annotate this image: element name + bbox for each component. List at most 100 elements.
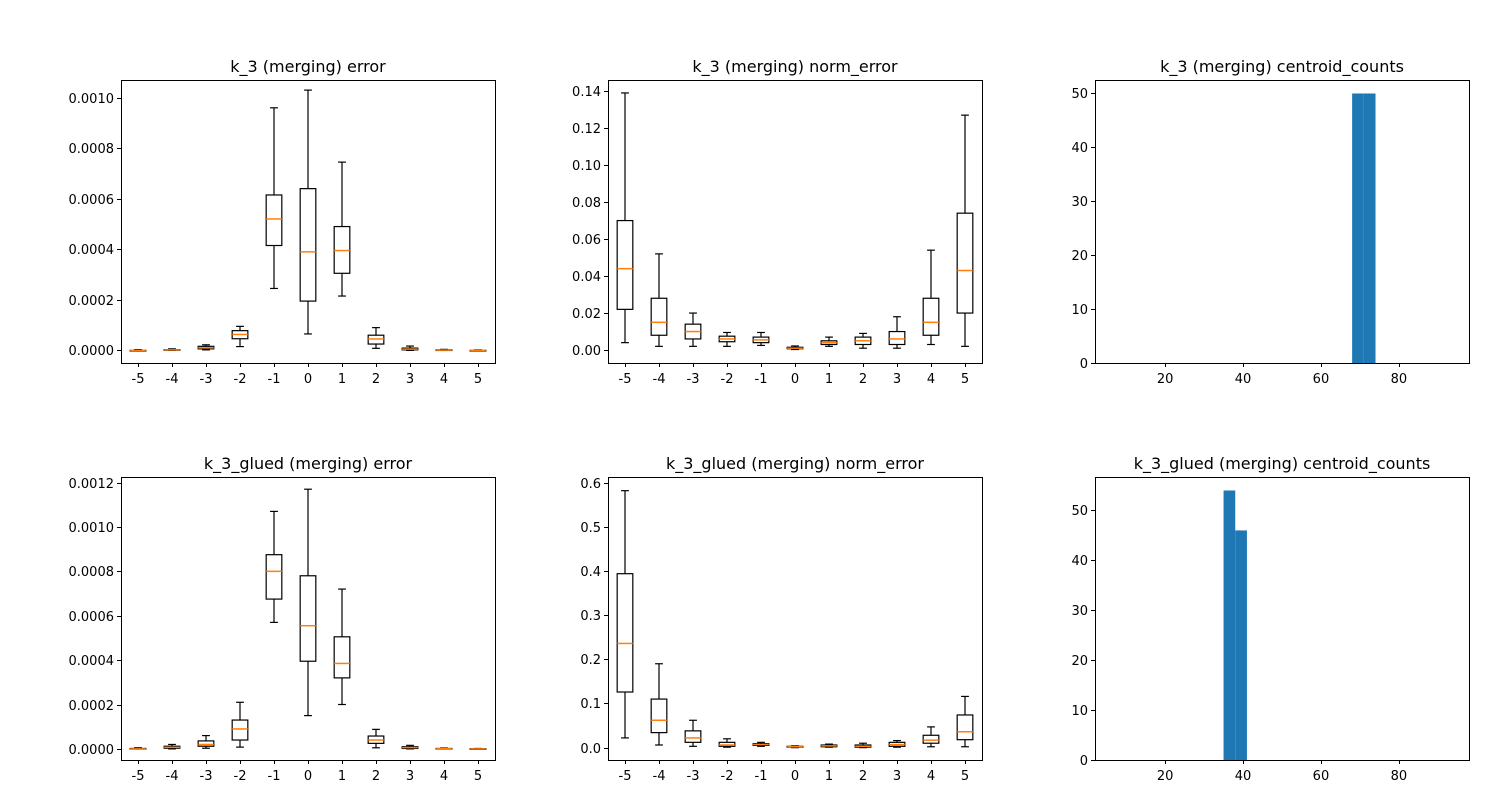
iqr-box bbox=[922, 734, 940, 744]
y-tick-label: 0.0000 bbox=[69, 743, 115, 758]
x-tick-label: 1 bbox=[825, 769, 833, 784]
y-tick-label: 0.04 bbox=[572, 270, 601, 285]
x-tick-label: -2 bbox=[721, 372, 734, 387]
box-plot--1 bbox=[752, 741, 770, 747]
x-tick-label: 20 bbox=[1157, 372, 1174, 387]
histogram-bar bbox=[1363, 93, 1376, 363]
x-tick-label: -5 bbox=[619, 372, 632, 387]
y-tick-label: 0.06 bbox=[572, 233, 601, 248]
x-tick-label: -4 bbox=[166, 372, 179, 387]
y-tick-label: 0.00 bbox=[572, 344, 601, 359]
subplot-k3glued-norm-error: k_3_glued (merging) norm_error 0.0 0.1 0.2 0… bbox=[580, 454, 983, 784]
histogram-bar bbox=[1235, 530, 1247, 760]
box-plot-1 bbox=[333, 588, 351, 706]
x-tick-label: 3 bbox=[406, 769, 414, 784]
box-plot--4 bbox=[163, 743, 181, 750]
axes-frame bbox=[608, 477, 983, 761]
box-plot-1 bbox=[333, 161, 351, 297]
y-tick-label: 0.0004 bbox=[69, 243, 115, 258]
iqr-box bbox=[956, 714, 974, 741]
y-tick-label: 0.0012 bbox=[69, 477, 115, 492]
x-tick-label: 2 bbox=[372, 769, 380, 784]
x-tick-label: -2 bbox=[721, 769, 734, 784]
y-tick-label: 0.0010 bbox=[69, 521, 115, 536]
x-tick-label: -4 bbox=[653, 769, 666, 784]
box-plot--3 bbox=[197, 734, 215, 749]
subplot-k3glued-error: k_3_glued (merging) error 0.0000 0.0002 0.0… bbox=[69, 454, 496, 784]
box-plot-2 bbox=[854, 742, 872, 749]
box-plot--4 bbox=[650, 253, 668, 347]
x-tick-label: -4 bbox=[653, 372, 666, 387]
box-plot-0 bbox=[786, 745, 804, 749]
x-tick-label: 2 bbox=[859, 769, 867, 784]
box-plot-4 bbox=[435, 348, 453, 352]
axes-frame bbox=[1095, 80, 1470, 364]
y-tick-label: 0.0004 bbox=[69, 654, 115, 669]
x-tick-label: -5 bbox=[132, 769, 145, 784]
x-tick-label: 40 bbox=[1235, 372, 1252, 387]
box-plot-4 bbox=[922, 249, 940, 346]
x-tick-label: 80 bbox=[1391, 769, 1408, 784]
iqr-box bbox=[299, 188, 317, 302]
x-tick-label: -1 bbox=[755, 769, 768, 784]
y-tick-label: 20 bbox=[1071, 249, 1088, 264]
iqr-box bbox=[922, 297, 940, 336]
iqr-box bbox=[616, 219, 634, 310]
x-tick-label: -5 bbox=[619, 769, 632, 784]
box-plot--5 bbox=[616, 92, 634, 344]
y-tick-label: 0.0002 bbox=[69, 699, 115, 714]
x-tick-label: 60 bbox=[1313, 372, 1330, 387]
chart-title: k_3 (merging) error bbox=[230, 57, 386, 77]
iqr-box bbox=[956, 212, 974, 314]
y-tick-label: 0.4 bbox=[580, 565, 601, 580]
box-plot-5 bbox=[956, 695, 974, 748]
y-tick-label: 0 bbox=[1080, 754, 1088, 769]
x-tick-label: -1 bbox=[268, 769, 281, 784]
box-plot-3 bbox=[888, 739, 906, 748]
box-plot-0 bbox=[299, 89, 317, 335]
y-tick-label: 0.1 bbox=[580, 697, 601, 712]
x-tick-label: 5 bbox=[474, 372, 482, 387]
y-tick-label: 0.10 bbox=[572, 159, 601, 174]
x-tick-label: -3 bbox=[687, 372, 700, 387]
x-tick-label: 5 bbox=[961, 372, 969, 387]
y-tick-label: 20 bbox=[1071, 654, 1088, 669]
box-plot-5 bbox=[956, 114, 974, 347]
y-tick-label: 0.02 bbox=[572, 307, 601, 322]
iqr-box bbox=[888, 330, 906, 346]
histogram-bar bbox=[1223, 490, 1236, 760]
y-tick-label: 0.0010 bbox=[69, 92, 115, 107]
iqr-box bbox=[616, 573, 634, 693]
x-tick-label: 1 bbox=[338, 372, 346, 387]
y-tick-label: 0.0008 bbox=[69, 565, 115, 580]
x-tick-label: 3 bbox=[893, 372, 901, 387]
x-tick-label: 3 bbox=[406, 372, 414, 387]
box-plot-3 bbox=[401, 744, 419, 750]
iqr-box bbox=[650, 297, 668, 336]
y-tick-label: 0.0 bbox=[580, 742, 601, 757]
iqr-box bbox=[650, 698, 668, 734]
box-plot-4 bbox=[435, 747, 453, 750]
box-plot-2 bbox=[854, 332, 872, 349]
box-plot-5 bbox=[469, 349, 487, 352]
x-tick-label: -4 bbox=[166, 769, 179, 784]
axes-frame bbox=[121, 477, 496, 761]
x-tick-label: 40 bbox=[1235, 769, 1252, 784]
x-tick-label: 0 bbox=[791, 372, 799, 387]
box-plot--2 bbox=[231, 701, 249, 748]
y-tick-label: 0.6 bbox=[580, 477, 601, 492]
axes-frame bbox=[1095, 477, 1470, 761]
box-plot-3 bbox=[888, 316, 906, 349]
x-tick-label: 5 bbox=[474, 769, 482, 784]
y-tick-label: 0.0006 bbox=[69, 193, 115, 208]
x-tick-label: 3 bbox=[893, 769, 901, 784]
box-plot-2 bbox=[367, 327, 385, 349]
box-plot-0 bbox=[299, 488, 317, 717]
x-tick-label: 0 bbox=[791, 769, 799, 784]
chart-title: k_3 (merging) centroid_counts bbox=[1160, 57, 1404, 77]
x-tick-label: 2 bbox=[859, 372, 867, 387]
y-tick-label: 0.0000 bbox=[69, 344, 115, 359]
subplot-k3-centroid-counts: k_3 (merging) centroid_counts 0 10 20 30 40 50… bbox=[1071, 57, 1470, 387]
iqr-box bbox=[197, 740, 215, 747]
iqr-box bbox=[265, 554, 283, 600]
